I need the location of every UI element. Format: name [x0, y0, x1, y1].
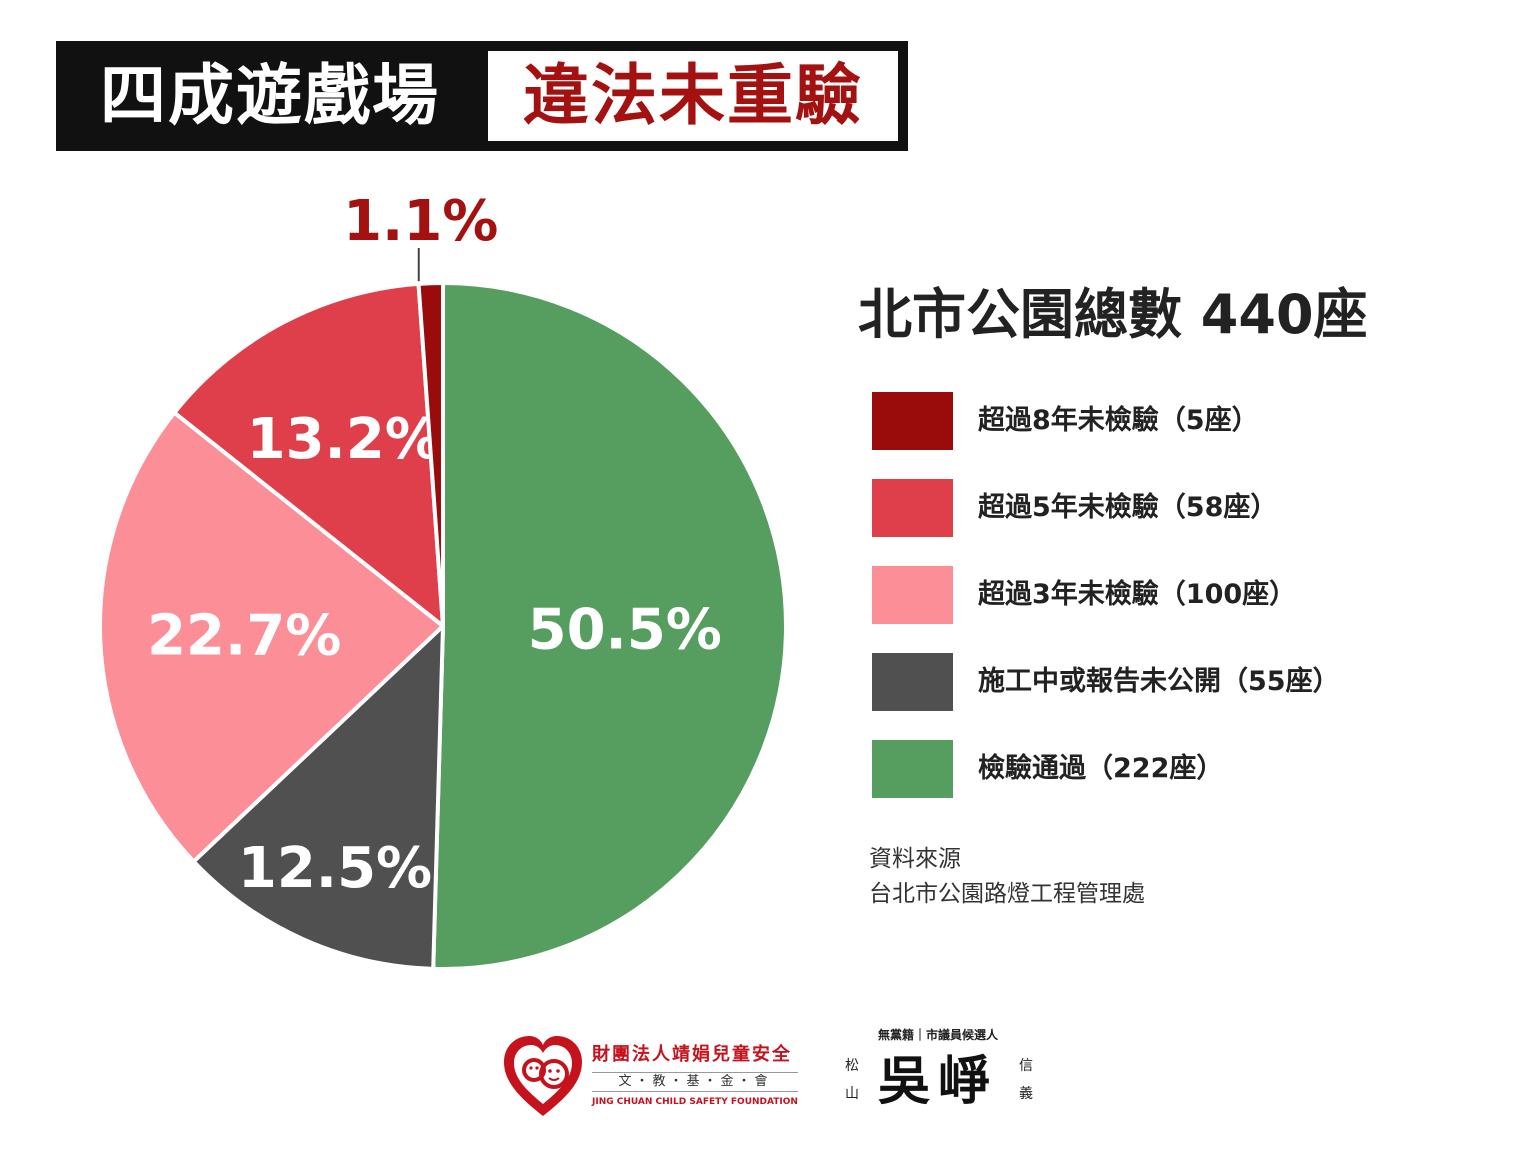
legend-label: 超過5年未檢驗（58座） [978, 492, 1278, 523]
legend-label: 施工中或報告未公開（55座） [978, 666, 1340, 697]
slice-label: 12.5% [238, 836, 432, 901]
source-label: 資料來源 [869, 846, 961, 872]
foundation-english-name: JING CHUAN CHILD SAFETY FOUNDATION [592, 1097, 798, 1107]
pie-slice [98, 410, 445, 864]
title-banner: 四成遊戲場 違法未重驗 [56, 41, 908, 151]
candidate-tagline: 無黨籍｜市議員候選人 [878, 1028, 999, 1042]
legend-item: 超過3年未檢驗（100座） [872, 566, 1432, 624]
title-left-text: 四成遊戲場 [100, 57, 440, 134]
foundation-name: 財團法人靖娟兒童安全 [592, 1044, 792, 1065]
source-text: 台北市公園路燈工程管理處 [869, 881, 1145, 907]
slice-label: 13.2% [247, 407, 441, 472]
title-right-text: 違法未重驗 [488, 51, 898, 141]
heart-logo-icon [504, 1036, 582, 1116]
pie-slice [172, 281, 445, 628]
legend-label: 檢驗通過（222座） [978, 753, 1224, 784]
legend-item: 超過5年未檢驗（58座） [872, 479, 1432, 537]
slice-label: 50.5% [528, 598, 722, 663]
legend-item: 檢驗通過（222座） [872, 740, 1432, 798]
chart-title: 北市公園總數 440座 [858, 283, 1368, 346]
pie-slice [431, 281, 788, 971]
legend-item: 超過8年未檢驗（5座） [872, 392, 1432, 450]
legend-swatch [872, 566, 953, 624]
legend-label: 超過3年未檢驗（100座） [978, 579, 1297, 610]
legend-swatch [872, 653, 953, 711]
legend-swatch [872, 392, 953, 450]
legend-swatch [872, 740, 953, 798]
pie-slice [191, 624, 445, 971]
legend-item: 施工中或報告未公開（55座） [872, 653, 1432, 711]
pie-slice [416, 281, 445, 628]
legend-swatch [872, 479, 953, 537]
district-left: 松山 [845, 1058, 859, 1102]
district-right: 信義 [1019, 1058, 1033, 1102]
foundation-subtitle: 文・教・基・金・會 [592, 1072, 798, 1092]
legend-label: 超過8年未檢驗（5座） [978, 405, 1259, 436]
slice-label: 1.1% [343, 189, 498, 254]
candidate-name: 吳崢 [878, 1052, 999, 1112]
slice-label: 22.7% [147, 604, 341, 669]
